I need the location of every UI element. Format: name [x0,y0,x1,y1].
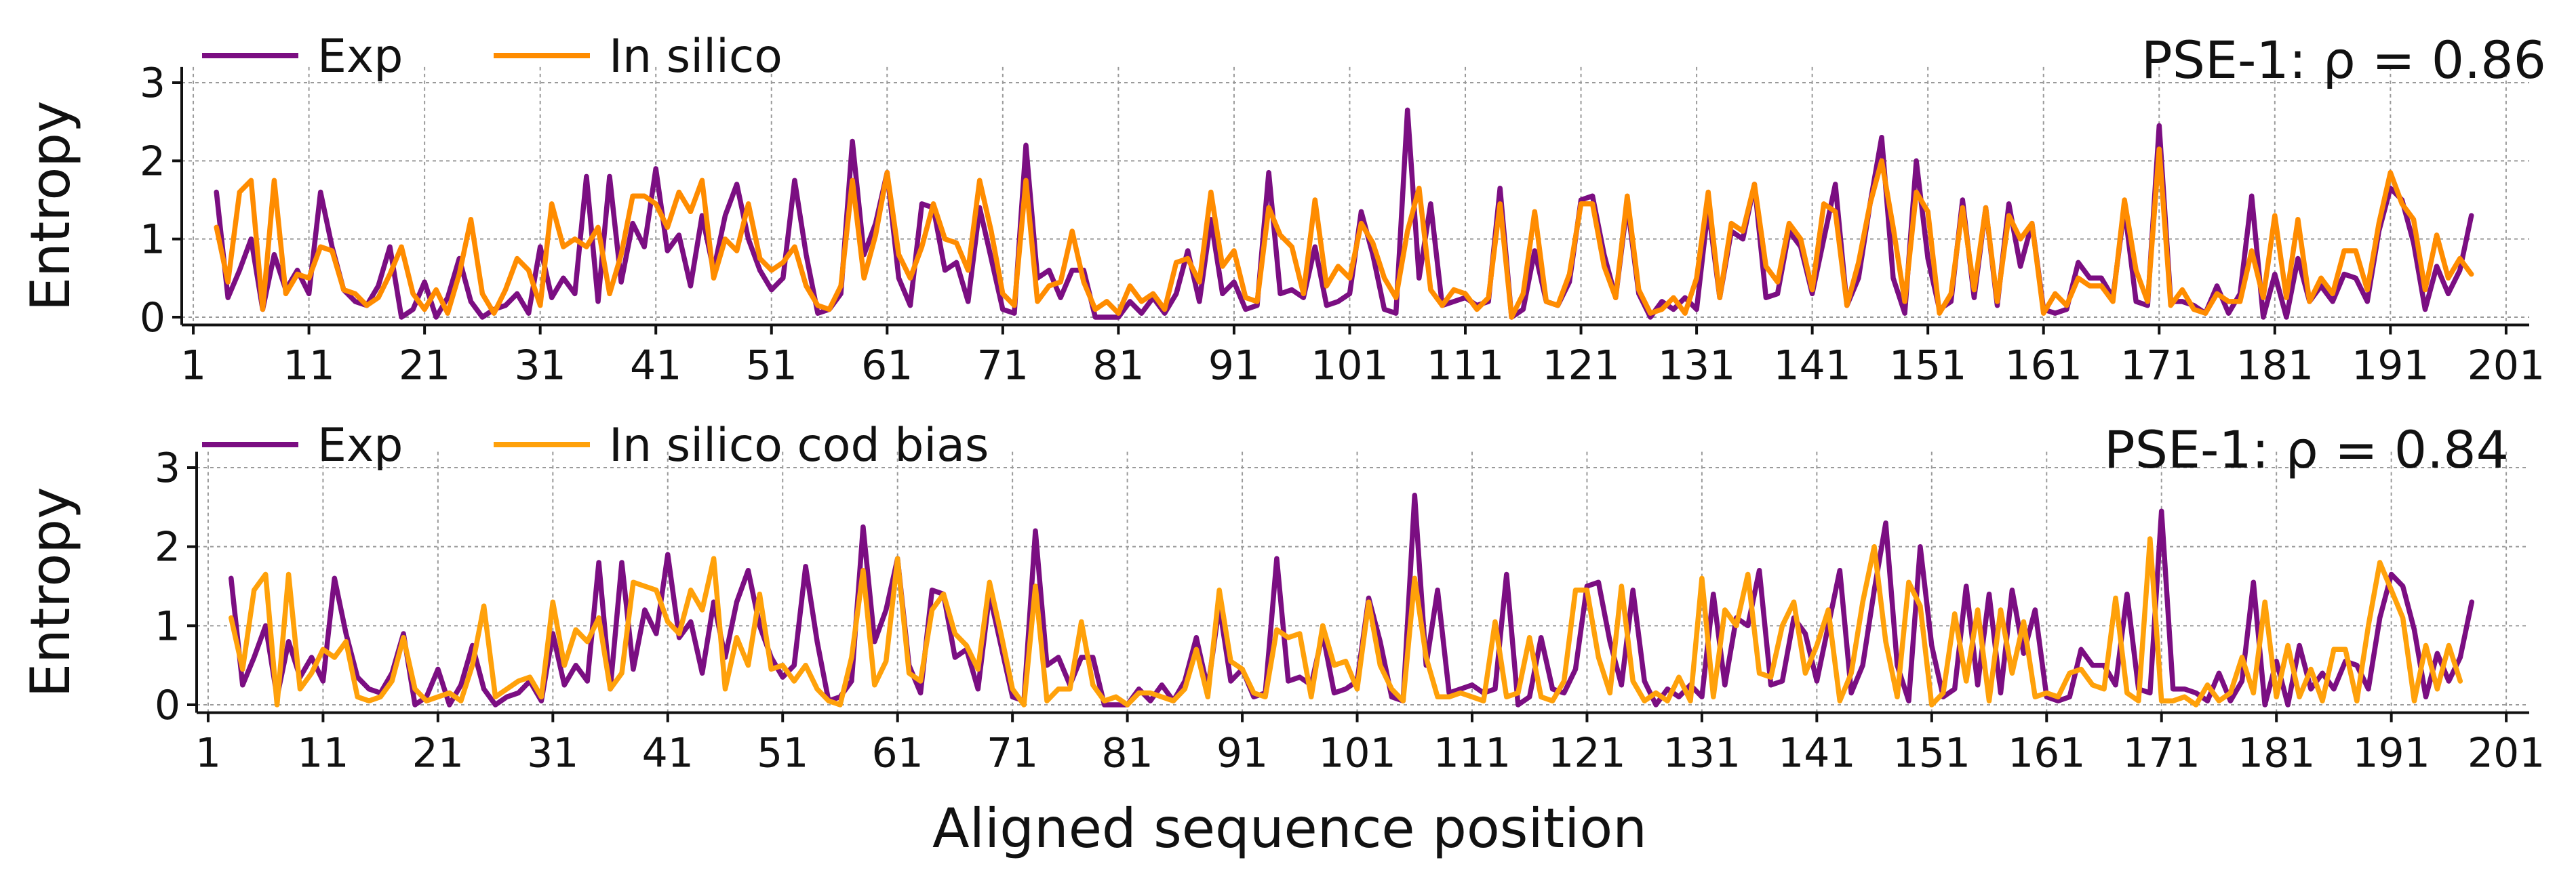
x-tick-label: 111 [1433,730,1511,777]
x-tick-label: 71 [977,342,1029,390]
x-tick-label: 131 [1658,342,1736,390]
x-tick-label: 181 [2236,342,2314,390]
x-tick-label: 111 [1427,342,1505,390]
x-tick-label: 151 [1889,342,1967,390]
y-tick-label: 2 [155,524,180,571]
x-tick-label: 201 [2468,342,2545,390]
x-tick-label: 61 [861,342,913,390]
y-tick-label: 3 [140,60,165,107]
x-tick-label: 1 [195,730,221,777]
x-tick-label: 21 [399,342,450,390]
x-tick-label: 71 [987,730,1038,777]
x-tick-label: 191 [2352,342,2430,390]
top-panel: 1 11 21 31 41 51 61 71 81 91 101 111 121 131 141 151 161… [19,30,2546,390]
x-tick-label: 11 [283,342,334,390]
x-tick-label: 41 [642,730,694,777]
legend-label: Exp [317,30,403,83]
x-tick-label: 201 [2468,730,2545,777]
y-tick-label: 0 [155,682,180,729]
correlation-annotation: PSE-1: ρ = 0.86 [2141,30,2546,90]
y-tick-label: 3 [155,445,180,492]
x-tick-label: 101 [1318,730,1396,777]
x-tick-label: 131 [1663,730,1741,777]
y-tick-label: 1 [140,216,165,264]
y-tick-label: 2 [140,138,165,185]
x-tick-label: 151 [1893,730,1971,777]
x-tick-label: 121 [1548,730,1626,777]
x-tick-label: 91 [1216,730,1268,777]
y-axis-label: Entropy [19,487,82,698]
x-tick-label: 161 [2004,342,2082,390]
x-tick-label: 31 [527,730,578,777]
x-tick-label: 91 [1208,342,1260,390]
x-tick-label: 31 [515,342,566,390]
x-tick-label: 61 [872,730,924,777]
correlation-annotation: PSE-1: ρ = 0.84 [2104,419,2509,480]
x-tick-label: 171 [2120,342,2198,390]
series-line-exp [229,493,2475,708]
legend-label: Exp [317,419,403,472]
x-tick-label: 51 [757,730,808,777]
x-tick-label: 51 [746,342,797,390]
x-tick-label: 21 [412,730,464,777]
y-axis-label: Entropy [19,101,82,312]
x-tick-label: 101 [1311,342,1389,390]
legend-label: In silico [609,30,782,83]
y-tick-label: 0 [140,294,165,342]
x-tick-label: 191 [2352,730,2430,777]
x-axis-label: Aligned sequence position [932,797,1647,860]
x-tick-label: 141 [1778,730,1856,777]
x-tick-label: 171 [2122,730,2200,777]
y-tick-label: 1 [155,602,180,650]
x-tick-label: 161 [2008,730,2086,777]
x-tick-label: 81 [1092,342,1144,390]
x-tick-label: 121 [1542,342,1620,390]
x-tick-label: 11 [297,730,349,777]
x-tick-label: 181 [2238,730,2316,777]
legend-label: In silico cod bias [609,419,989,472]
series-line-in-silico-cod-bias [229,536,2463,708]
x-tick-label: 81 [1101,730,1153,777]
x-tick-label: 41 [630,342,681,390]
x-tick-label: 1 [180,342,206,390]
bottom-panel: 1 11 21 31 41 51 61 71 81 91 101 111 121 131 141 151 161… [19,419,2545,777]
series-line-in-silico [214,146,2474,320]
x-tick-label: 141 [1773,342,1851,390]
